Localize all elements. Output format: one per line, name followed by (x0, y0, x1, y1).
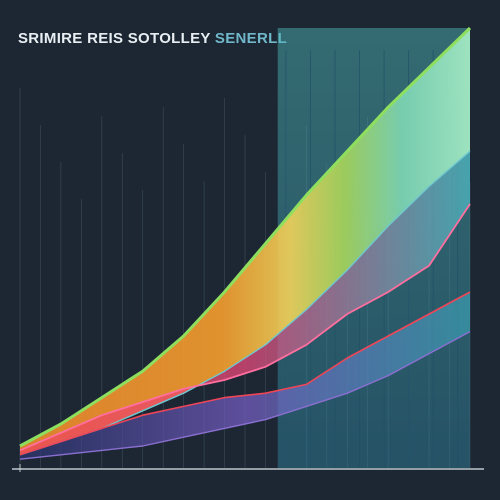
chart-title-accent: SENERLL (214, 30, 288, 47)
series-line-1 (19, 26, 472, 448)
series-line-4 (19, 291, 471, 456)
chart-title-main: SRIMIRE REIS SOTOLLEY (18, 30, 211, 47)
series-line-5 (19, 330, 471, 460)
area-band-lower (20, 292, 470, 460)
chart-title: SRIMIRE REIS SOTOLLEY SENERLL (18, 30, 287, 47)
line-layer (19, 26, 472, 460)
axis-layer (12, 464, 484, 472)
area-layer (20, 28, 470, 460)
series-line-3 (19, 203, 471, 452)
